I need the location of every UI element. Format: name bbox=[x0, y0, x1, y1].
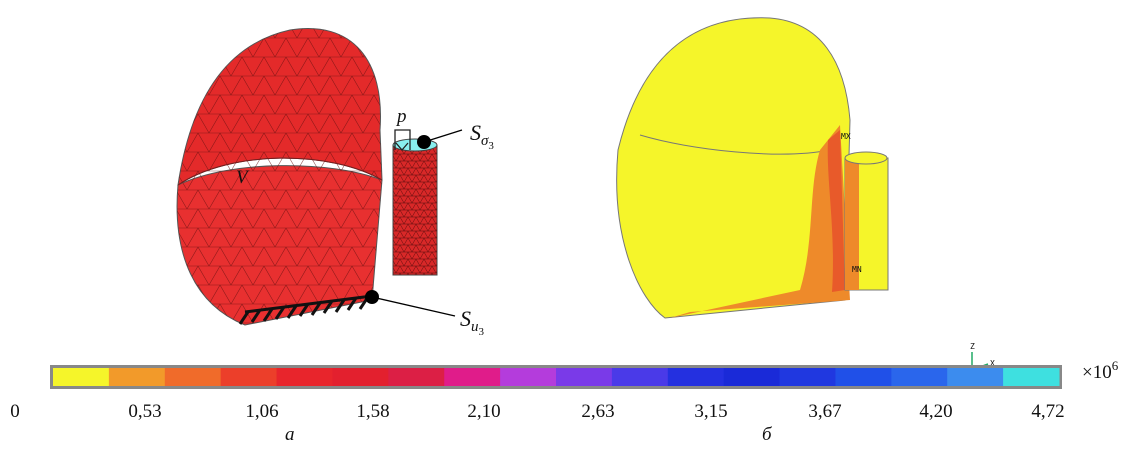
page: {"figure_a": {"load": "p", "volume": "V"… bbox=[0, 0, 1141, 464]
colorbar-segment bbox=[277, 368, 333, 386]
colorbar-segment bbox=[221, 368, 277, 386]
colorbar-tick-label: 4,72 bbox=[1031, 401, 1064, 422]
figure: p V Sσ3 Su3 а MX MN Z X Y б ×106 00,531,… bbox=[0, 0, 1141, 464]
stress-leader bbox=[424, 130, 462, 142]
exponent: 6 bbox=[1112, 358, 1119, 373]
colorbar-segment bbox=[724, 368, 780, 386]
support-leader bbox=[372, 297, 455, 316]
s-subsub: 3 bbox=[488, 140, 494, 152]
colorbar-segment bbox=[891, 368, 947, 386]
s-sub: u bbox=[471, 319, 479, 335]
colorbar-segment bbox=[500, 368, 556, 386]
cylinder-mesh bbox=[393, 145, 437, 275]
s-main: S bbox=[470, 120, 481, 145]
colorbar-segment bbox=[332, 368, 388, 386]
result-cylinder-top bbox=[845, 152, 887, 164]
colorbar bbox=[50, 365, 1062, 389]
colorbar-tick-label: 2,63 bbox=[581, 401, 614, 422]
triad-z: Z bbox=[970, 342, 975, 351]
s-subsub: 3 bbox=[479, 326, 485, 338]
colorbar-tick-label: 0 bbox=[10, 401, 20, 422]
min-label: MN bbox=[852, 265, 862, 274]
colorbar-tick-label: 1,06 bbox=[245, 401, 278, 422]
colorbar-segment bbox=[947, 368, 1003, 386]
s-main: S bbox=[460, 306, 471, 331]
colorbar-multiplier: ×106 bbox=[1082, 358, 1119, 383]
load-label: p bbox=[395, 106, 407, 127]
colorbar-segment bbox=[668, 368, 724, 386]
colorbar-tick-label: 0,53 bbox=[128, 401, 161, 422]
colorbar-tick-label: 3,15 bbox=[694, 401, 727, 422]
stress-surface-label: Sσ3 bbox=[470, 120, 494, 152]
model-mesh bbox=[177, 28, 382, 325]
colorbar-segment bbox=[1003, 368, 1059, 386]
colorbar-segment bbox=[109, 368, 165, 386]
colorbar-tick-label: 1,58 bbox=[356, 401, 389, 422]
colorbar-tick-label: 4,20 bbox=[919, 401, 952, 422]
colorbar-tick-label: 2,10 bbox=[467, 401, 500, 422]
colorbar-segment bbox=[835, 368, 891, 386]
caption-b: б bbox=[762, 424, 773, 445]
displacement-surface-label: Su3 bbox=[460, 306, 485, 338]
colorbar-tick-label: 3,67 bbox=[808, 401, 841, 422]
colorbar-segment bbox=[780, 368, 836, 386]
colorbar-segment bbox=[444, 368, 500, 386]
multiplier: ×10 bbox=[1082, 362, 1112, 383]
colorbar-segment bbox=[388, 368, 444, 386]
caption-a: а bbox=[285, 424, 295, 445]
colorbar-segment bbox=[53, 368, 109, 386]
colorbar-segment bbox=[612, 368, 668, 386]
max-label: MX bbox=[841, 132, 851, 141]
colorbar-segment bbox=[165, 368, 221, 386]
colorbar-segment bbox=[556, 368, 612, 386]
